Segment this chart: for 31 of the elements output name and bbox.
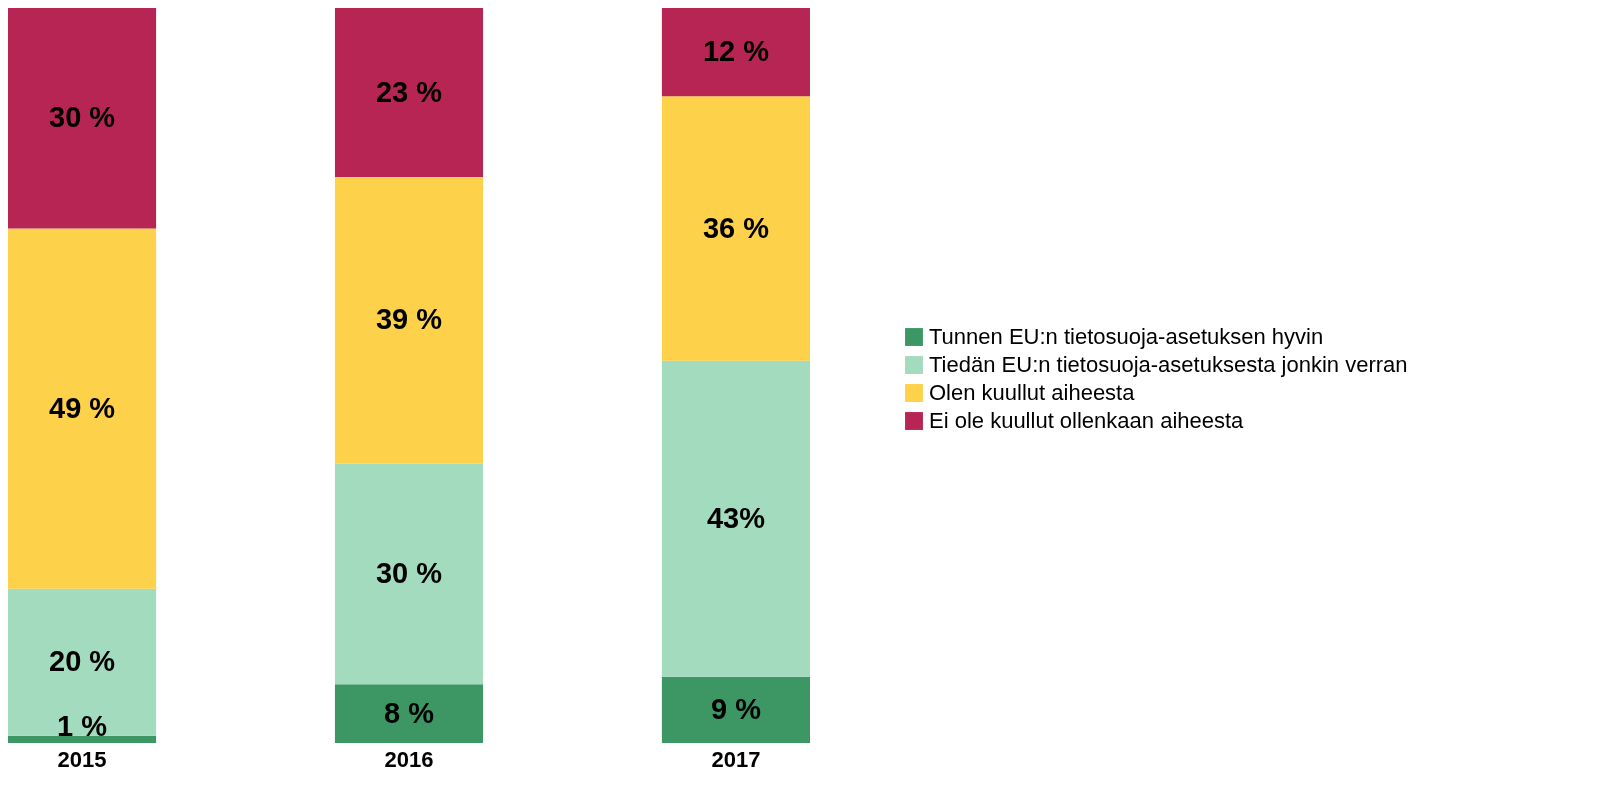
data-label: 12 % (702, 35, 770, 68)
bar (8, 228, 157, 589)
legend-label: Tunnen EU:n tietosuoja-asetuksen hyvin (929, 324, 1324, 349)
legend-label: Olen kuullut aiheesta (929, 380, 1136, 405)
bar (8, 735, 157, 743)
data-label: 23 % (375, 75, 443, 108)
bar (8, 8, 157, 229)
data-label: 1 % (57, 709, 108, 742)
x-tick-label: 2016 (384, 746, 434, 772)
bar (334, 177, 484, 464)
data-label: 8 % (384, 696, 435, 729)
data-label: 39 % (375, 303, 443, 336)
data-label: 43% (706, 501, 766, 534)
data-label: 36 % (702, 211, 770, 244)
bar (661, 676, 810, 743)
data-label: 9 % (710, 692, 762, 725)
x-tick-label: 2015 (57, 746, 107, 772)
bar (334, 684, 484, 743)
bar (334, 8, 484, 178)
x-tick-label: 2017 (711, 746, 761, 772)
bar (661, 96, 810, 361)
bar (8, 588, 157, 736)
legend-label: Tiedän EU:n tietosuoja-asetuksesta jonkin verran (929, 352, 1408, 377)
data-label: 30 % (49, 101, 116, 134)
bar (661, 360, 810, 677)
data-label: 49 % (49, 391, 116, 424)
bar (334, 463, 484, 685)
legend-label: Ei ole kuullut ollenkaan aiheesta (929, 408, 1245, 433)
data-label: 20 % (49, 645, 116, 678)
data-label: 30 % (375, 556, 443, 589)
bar (661, 8, 810, 97)
